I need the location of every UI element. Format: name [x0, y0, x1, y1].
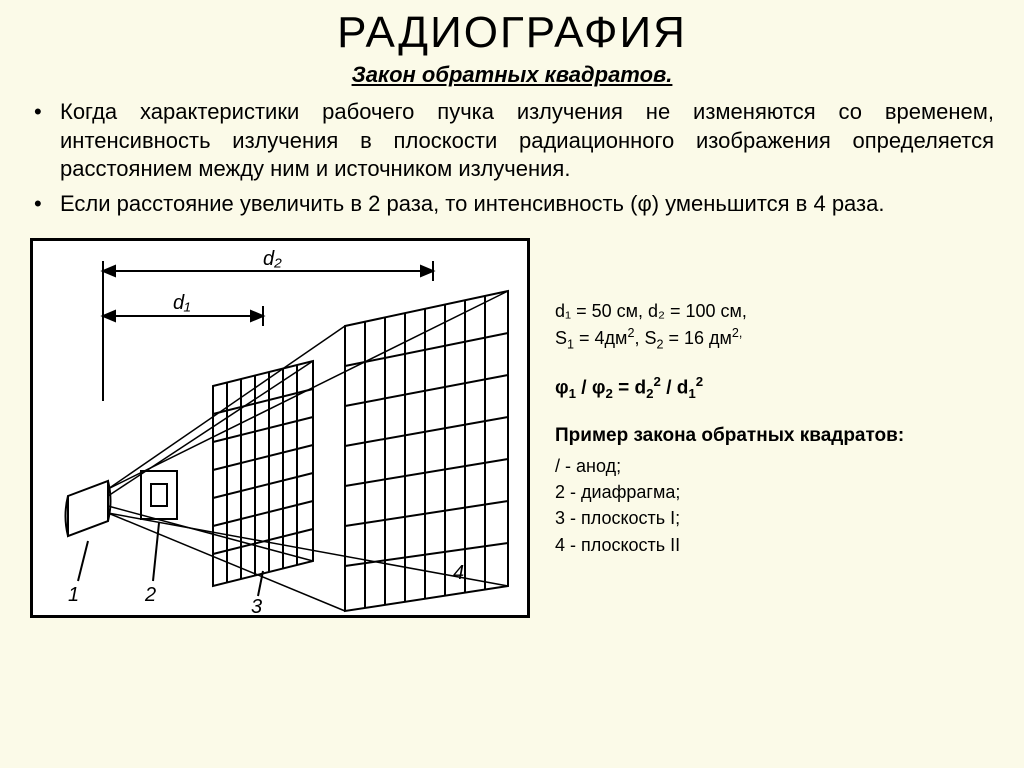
label-4: 4 — [453, 562, 464, 584]
legend-item: 3 - плоскость I; — [555, 505, 904, 531]
page-title: РАДИОГРАФИЯ — [0, 0, 1024, 58]
label-d2: d₂ — [263, 248, 282, 270]
grid-plane-2 — [345, 291, 508, 611]
values-line-2: S1 = 4дм2, S2 = 16 дм2, — [555, 324, 904, 354]
given-values: d₁ = 50 см, d₂ = 100 см, S1 = 4дм2, S2 =… — [555, 298, 904, 354]
inverse-square-diagram: d₂ d₁ 1 2 — [30, 238, 530, 618]
label-3: 3 — [251, 596, 262, 618]
example-title: Пример закона обратных квадратов: — [555, 422, 904, 450]
legend: / - анод; 2 - диафрагма; 3 - плоскость I… — [555, 453, 904, 557]
label-2: 2 — [144, 584, 156, 606]
label-1: 1 — [68, 584, 79, 606]
bullet-item: Когда характеристики рабочего пучка излу… — [60, 98, 994, 184]
formula: φ1 / φ2 = d22 / d12 — [555, 372, 904, 403]
bullet-list: Когда характеристики рабочего пучка излу… — [0, 98, 1024, 218]
subtitle: Закон обратных квадратов. — [0, 62, 1024, 88]
label-d1: d₁ — [173, 292, 190, 314]
side-text: d₁ = 50 см, d₂ = 100 см, S1 = 4дм2, S2 =… — [555, 238, 904, 557]
bullet-item: Если расстояние увеличить в 2 раза, то и… — [60, 190, 994, 219]
legend-item: 2 - диафрагма; — [555, 479, 904, 505]
content-row: d₂ d₁ 1 2 — [0, 224, 1024, 618]
legend-item: / - анод; — [555, 453, 904, 479]
legend-item: 4 - плоскость II — [555, 532, 904, 558]
values-line-1: d₁ = 50 см, d₂ = 100 см, — [555, 298, 904, 324]
